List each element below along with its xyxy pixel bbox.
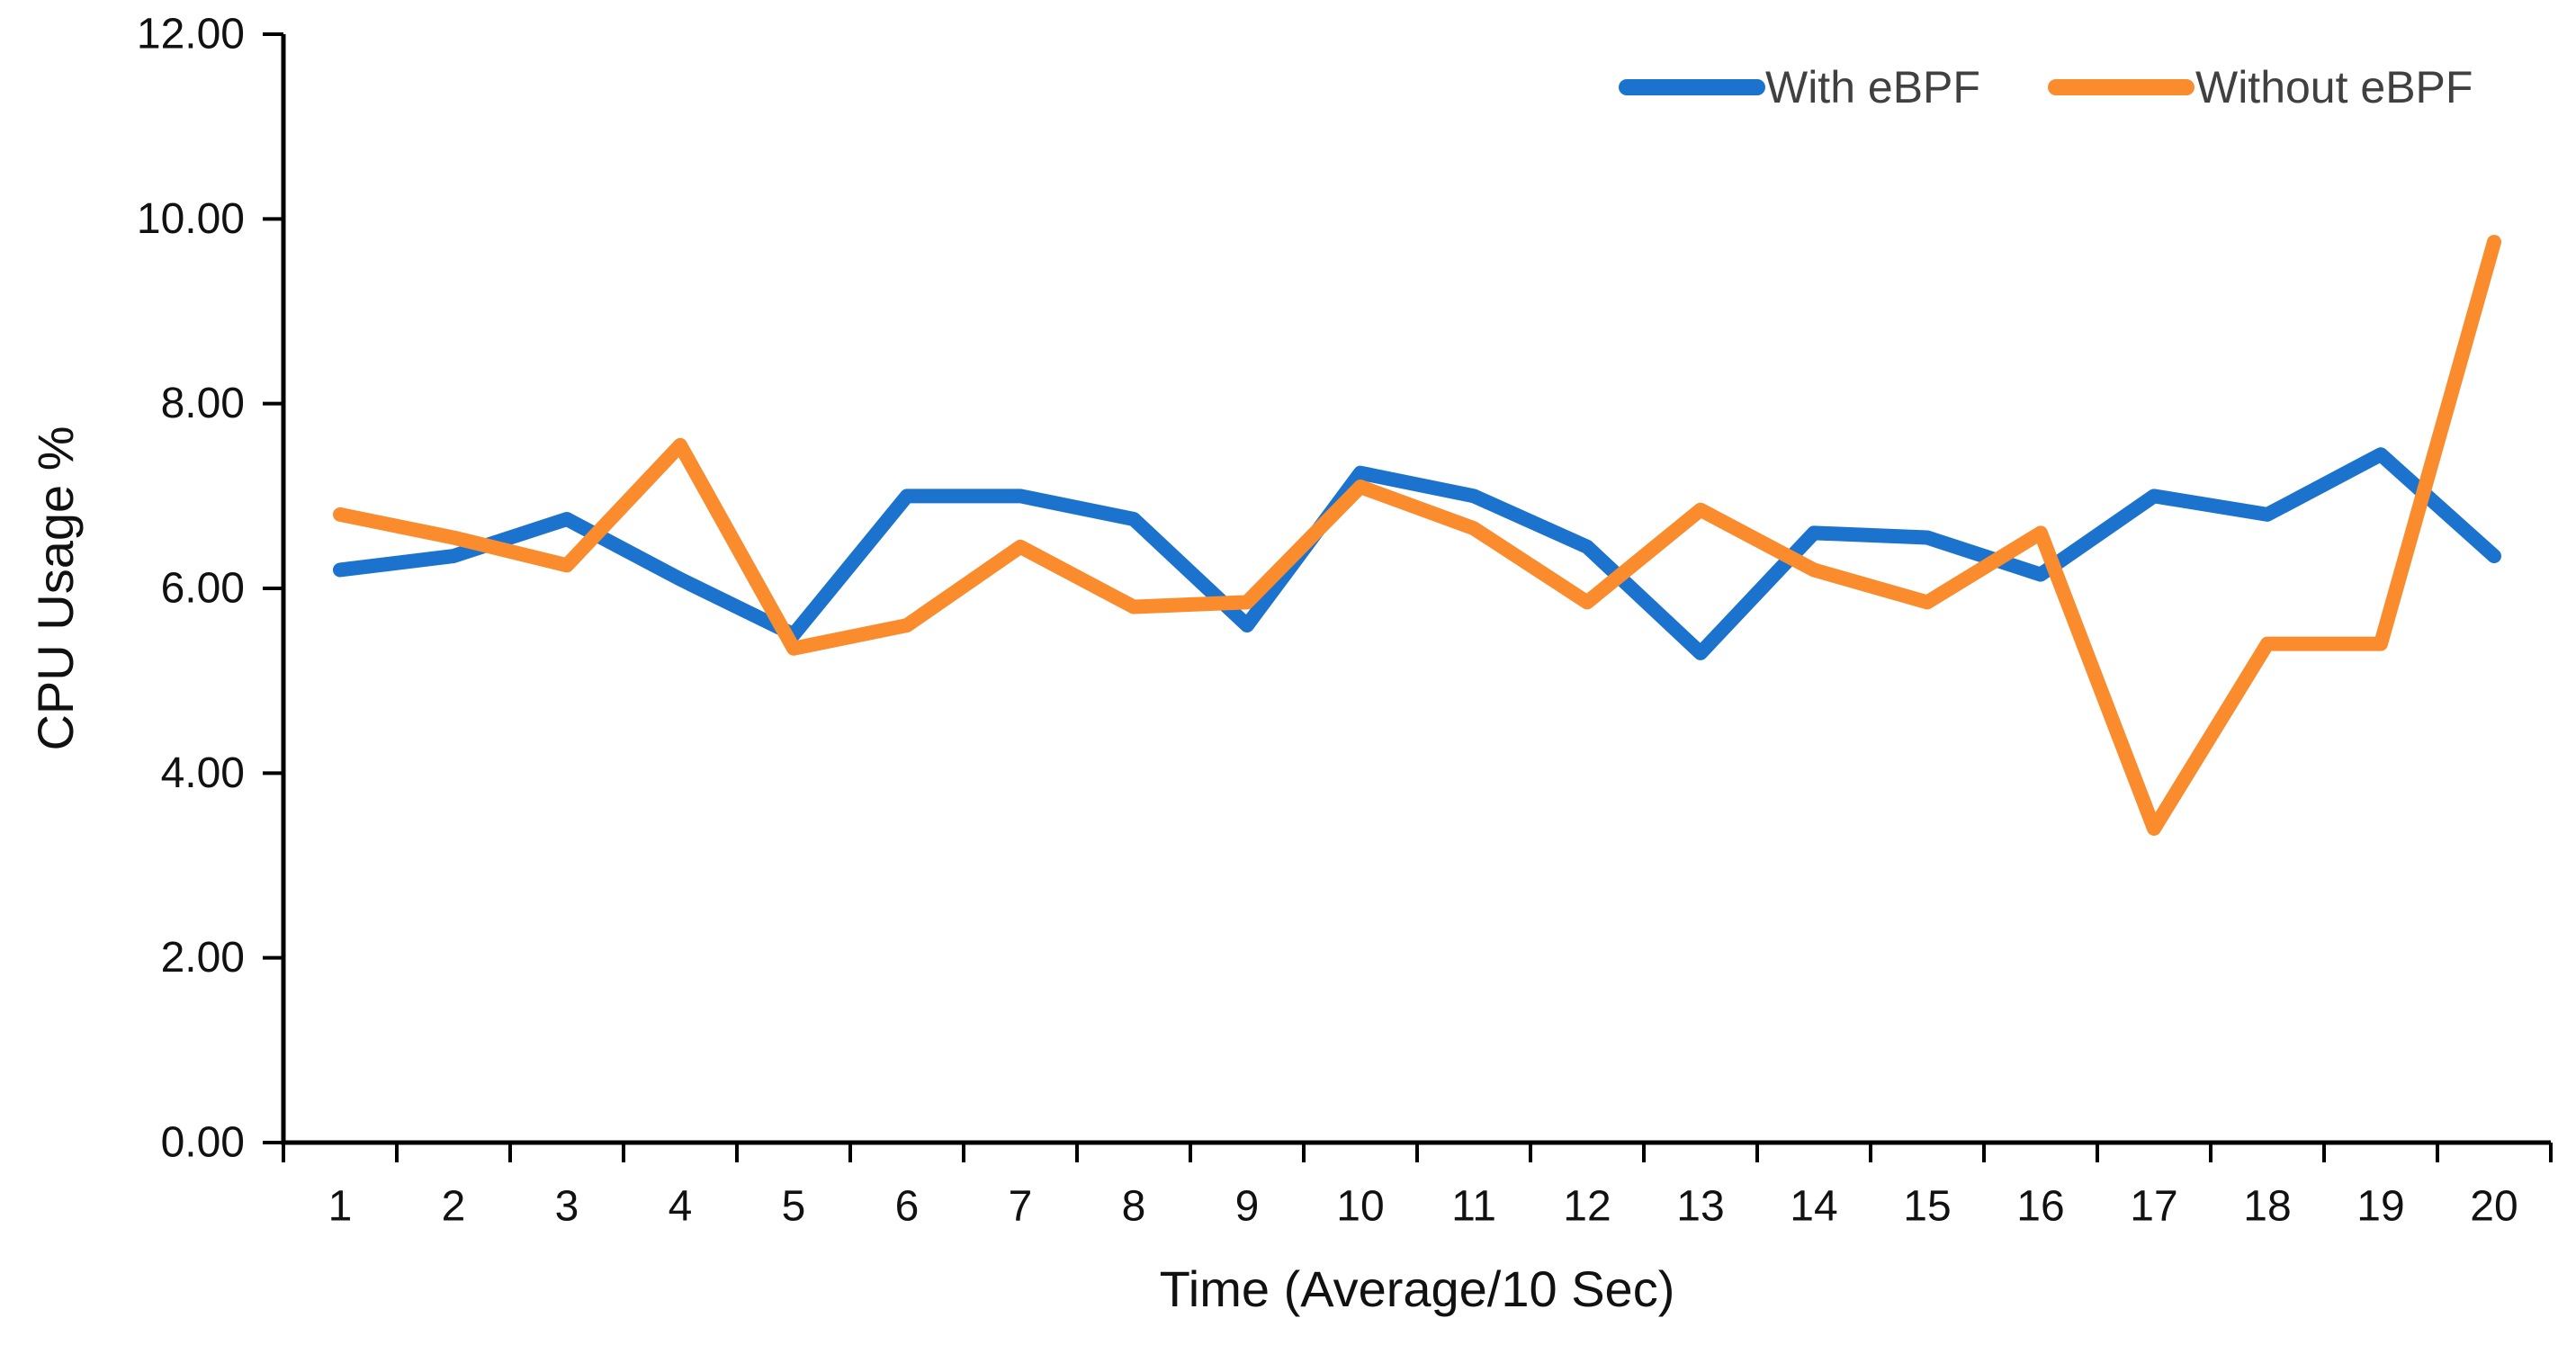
x-tick-label: 9: [1235, 1183, 1260, 1231]
series-with-ebpf: [333, 447, 2501, 660]
x-tick-label: 4: [669, 1183, 693, 1231]
y-tick-label: 6.00: [161, 565, 245, 613]
legend-label-with-ebpf: With eBPF: [1765, 62, 1980, 112]
x-tick-label: 1: [328, 1183, 353, 1231]
x-tick-label: 3: [555, 1183, 579, 1231]
x-tick-label: 15: [1903, 1183, 1951, 1231]
y-axis-title: CPU Usage %: [27, 426, 84, 751]
legend: With eBPF Without eBPF: [1619, 62, 2473, 112]
y-tick-label: 12.00: [137, 11, 245, 58]
y-tick-label: 0.00: [161, 1119, 245, 1167]
x-tick-label: 13: [1676, 1183, 1724, 1231]
legend-item-with-ebpf: With eBPF: [1619, 62, 1980, 112]
legend-item-without-ebpf: Without eBPF: [2048, 62, 2473, 112]
series-without-ebpf: [333, 235, 2501, 836]
x-tick-label: 8: [1122, 1183, 1146, 1231]
y-tick-label: 2.00: [161, 934, 245, 982]
x-tick-label: 5: [782, 1183, 806, 1231]
y-tick-label: 4.00: [161, 749, 245, 797]
x-tick-label: 6: [895, 1183, 920, 1231]
y-axis-ticks: 0.00 2.00 4.00 6.00 8.00 10.00 12.00: [137, 11, 283, 1167]
x-axis-title: Time (Average/10 Sec): [1159, 1260, 1675, 1317]
y-tick-label: 8.00: [161, 380, 245, 427]
x-axis-ticks: 1 2 3 4 5 6 7 8 9 10 11 12 13 14 15 16 17 18 19 20: [282, 1143, 2553, 1231]
x-tick-label: 11: [1451, 1183, 1496, 1231]
x-tick-label: 19: [2356, 1183, 2404, 1231]
x-tick-label: 2: [442, 1183, 466, 1231]
y-tick-label: 10.00: [137, 195, 245, 243]
x-tick-label: 7: [1009, 1183, 1033, 1231]
legend-label-without-ebpf: Without eBPF: [2195, 62, 2473, 112]
axis-lines: [281, 34, 2551, 1145]
x-tick-label: 10: [1336, 1183, 1384, 1231]
x-tick-label: 17: [2130, 1183, 2177, 1231]
x-tick-label: 14: [1790, 1183, 1837, 1231]
x-tick-label: 20: [2470, 1183, 2518, 1231]
x-tick-label: 18: [2243, 1183, 2291, 1231]
x-tick-label: 16: [2016, 1183, 2064, 1231]
x-tick-label: 12: [1563, 1183, 1611, 1231]
